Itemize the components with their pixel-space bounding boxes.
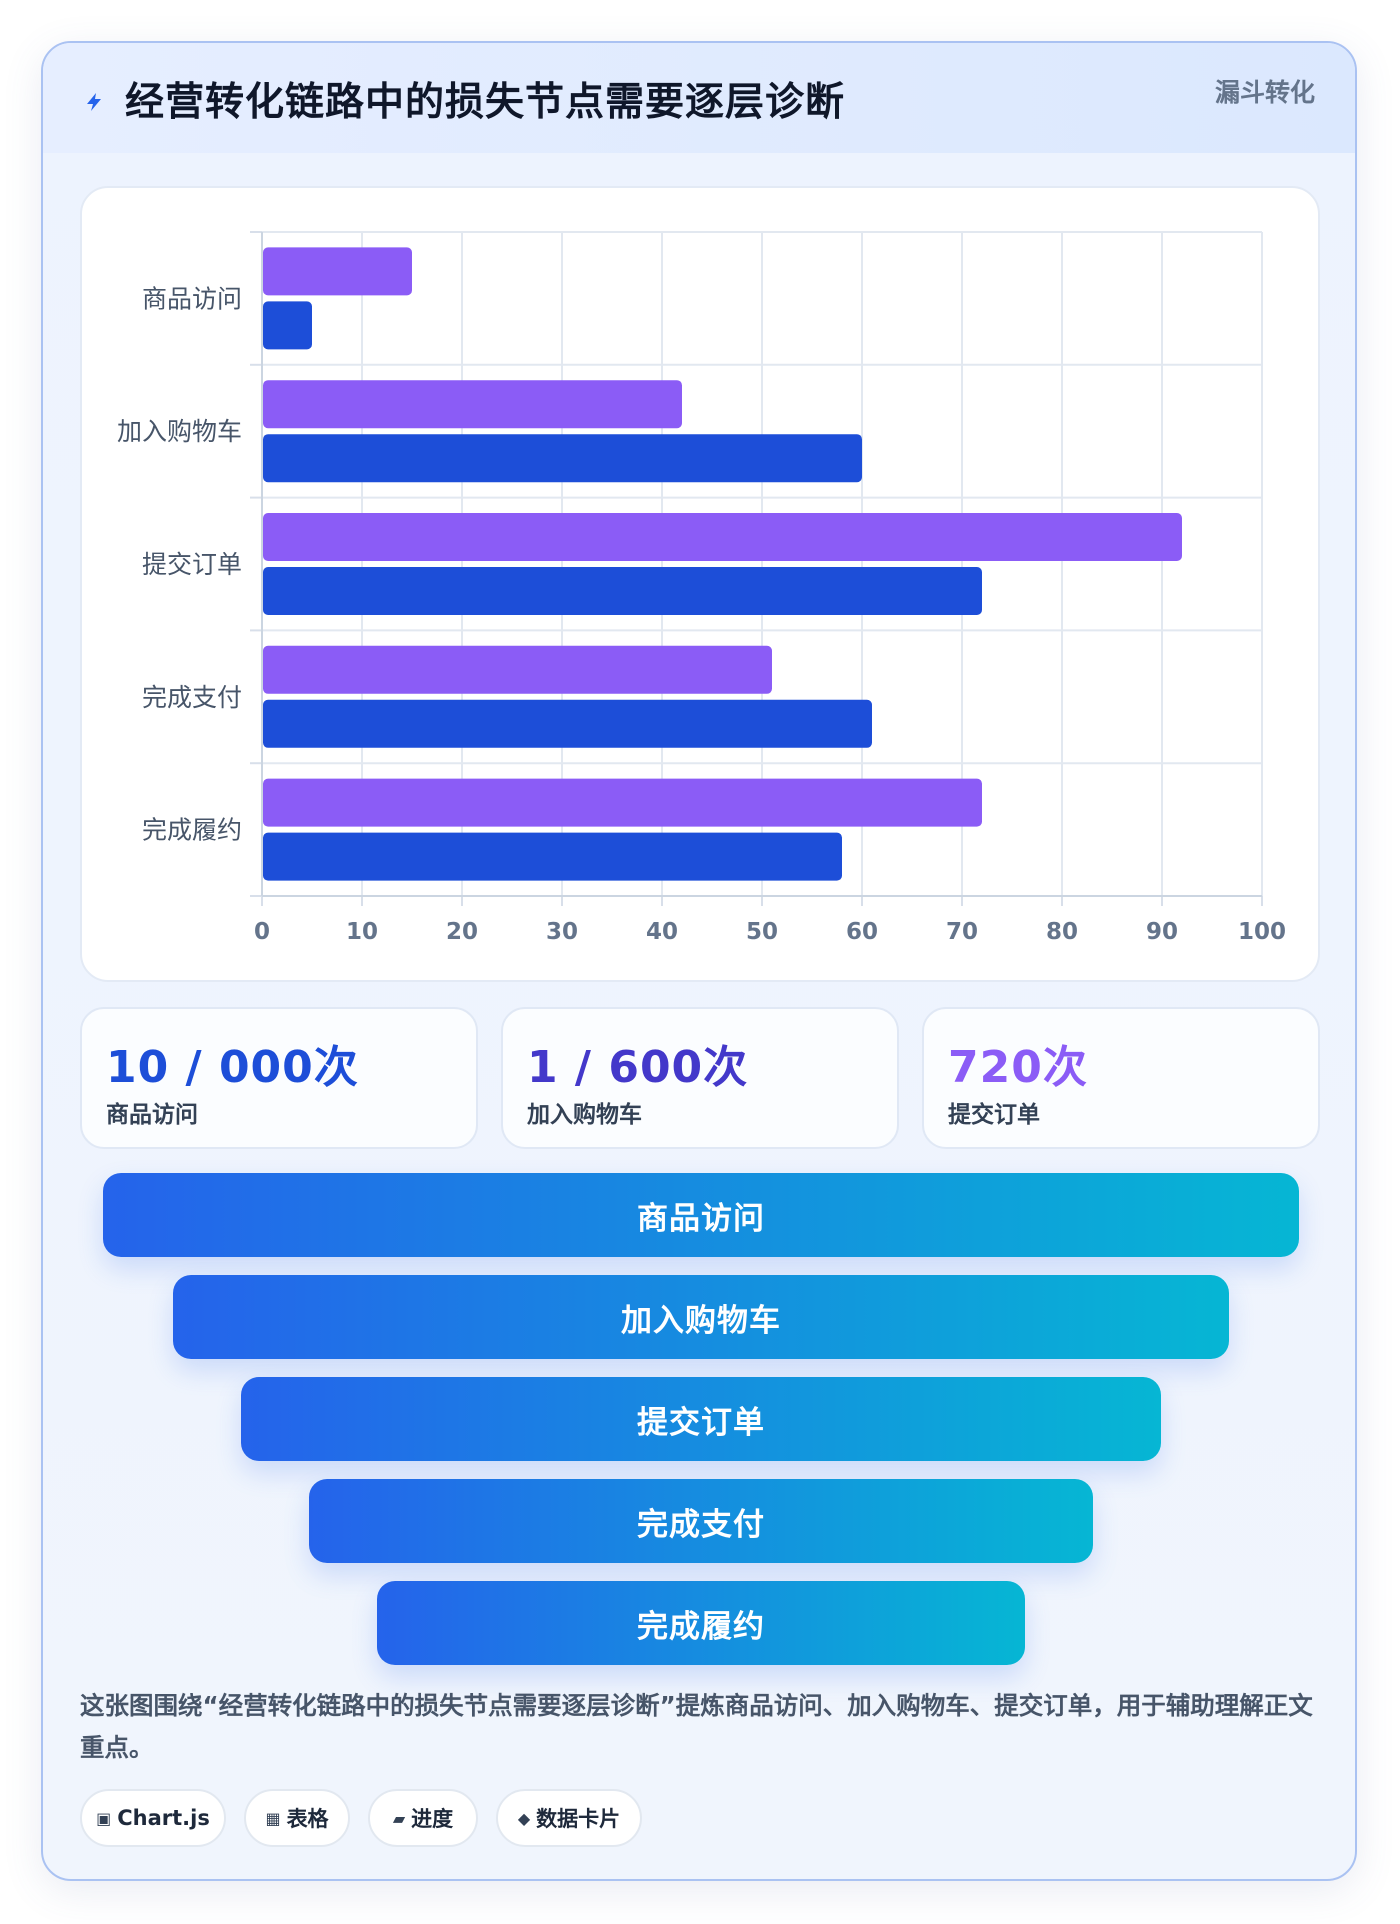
x-tick-label-6: 60 [846,919,878,945]
kpi-card-visits: 10 / 000次 商品访问 [80,1007,478,1149]
y-tick-label-1: 加入购物车 [117,417,242,446]
x-tick-label-10: 100 [1238,919,1286,945]
pill-label: Chart.js [117,1806,210,1830]
bar-series2-1 [263,434,862,483]
progress-icon: ▰ [392,1808,406,1828]
funnel-stage-payment: 完成支付 [309,1479,1093,1563]
bar-series2-4 [263,832,842,881]
diamond-icon: ◆ [517,1808,531,1828]
y-tick-label-3: 完成支付 [142,683,242,712]
x-tick-label-9: 90 [1146,919,1178,945]
card-header: 经营转化链路中的损失节点需要逐层诊断 漏斗转化 [43,43,1355,153]
table-icon: ▦ [265,1808,281,1828]
chart-panel: 商品访问加入购物车提交订单完成支付完成履约 0 10 20 30 40 50 60 70 80 90… [80,186,1320,982]
bar-series1-4 [263,778,982,827]
pill-label: 表格 [286,1807,329,1831]
bar-series1-2 [263,513,1182,561]
x-tick-label-0: 0 [254,919,270,945]
bar-series2-3 [263,699,872,748]
funnel-stage-cart: 加入购物车 [173,1275,1229,1359]
pill-table[interactable]: ▦ 表格 [244,1789,350,1847]
x-tick-label-8: 80 [1046,919,1078,945]
bar-series1-0 [263,247,412,296]
kpi-card-cart: 1 / 600次 加入购物车 [501,1007,899,1149]
x-tick-label-7: 70 [946,919,978,945]
bar-series2-2 [263,567,982,615]
x-tick-label-5: 50 [746,919,778,945]
category-tag: 漏斗转化 [1214,78,1315,107]
lightning-icon [87,93,101,111]
pill-label: 进度 [411,1807,454,1831]
kpi-label: 商品访问 [106,1102,198,1128]
kpi-card-orders: 720次 提交订单 [922,1007,1320,1149]
pill-label: 数据卡片 [536,1807,621,1831]
x-tick-label-1: 10 [346,919,378,945]
kpi-value: 1 / 600次 [527,1042,749,1093]
pill-progress[interactable]: ▰ 进度 [368,1789,478,1847]
kpi-label: 加入购物车 [527,1102,642,1128]
funnel-stage-visit: 商品访问 [103,1173,1299,1257]
x-tick-label-2: 20 [446,919,478,945]
x-tick-label-4: 40 [646,919,678,945]
page-title: 经营转化链路中的损失节点需要逐层诊断 [125,80,846,125]
chart-description: 这张图围绕“经营转化链路中的损失节点需要逐层诊断”提炼商品访问、加入购物车、提交… [80,1691,1313,1762]
y-tick-label-0: 商品访问 [142,284,242,313]
kpi-value: 720次 [948,1042,1088,1093]
chart-card: 经营转化链路中的损失节点需要逐层诊断 漏斗转化 商品访问 加入购物车 提交订单 完成支… [41,41,1357,1881]
funnel-stage-fulfillment: 完成履约 [377,1581,1025,1665]
x-tick-label-3: 30 [546,919,578,945]
pill-chartjs[interactable]: ▣ Chart.js [80,1789,226,1847]
bar-series1-3 [263,645,772,694]
y-tick-label-2: 提交订单 [142,550,242,579]
kpi-label: 提交订单 [948,1102,1040,1128]
chart-icon: ▣ [96,1808,112,1828]
bar-series2-0 [263,301,312,350]
funnel-stage-order: 提交订单 [241,1377,1161,1461]
bar-series1-1 [263,380,682,429]
pill-data-card[interactable]: ◆ 数据卡片 [496,1789,642,1847]
y-tick-label-4: 完成履约 [142,816,242,845]
kpi-value: 10 / 000次 [106,1042,359,1093]
